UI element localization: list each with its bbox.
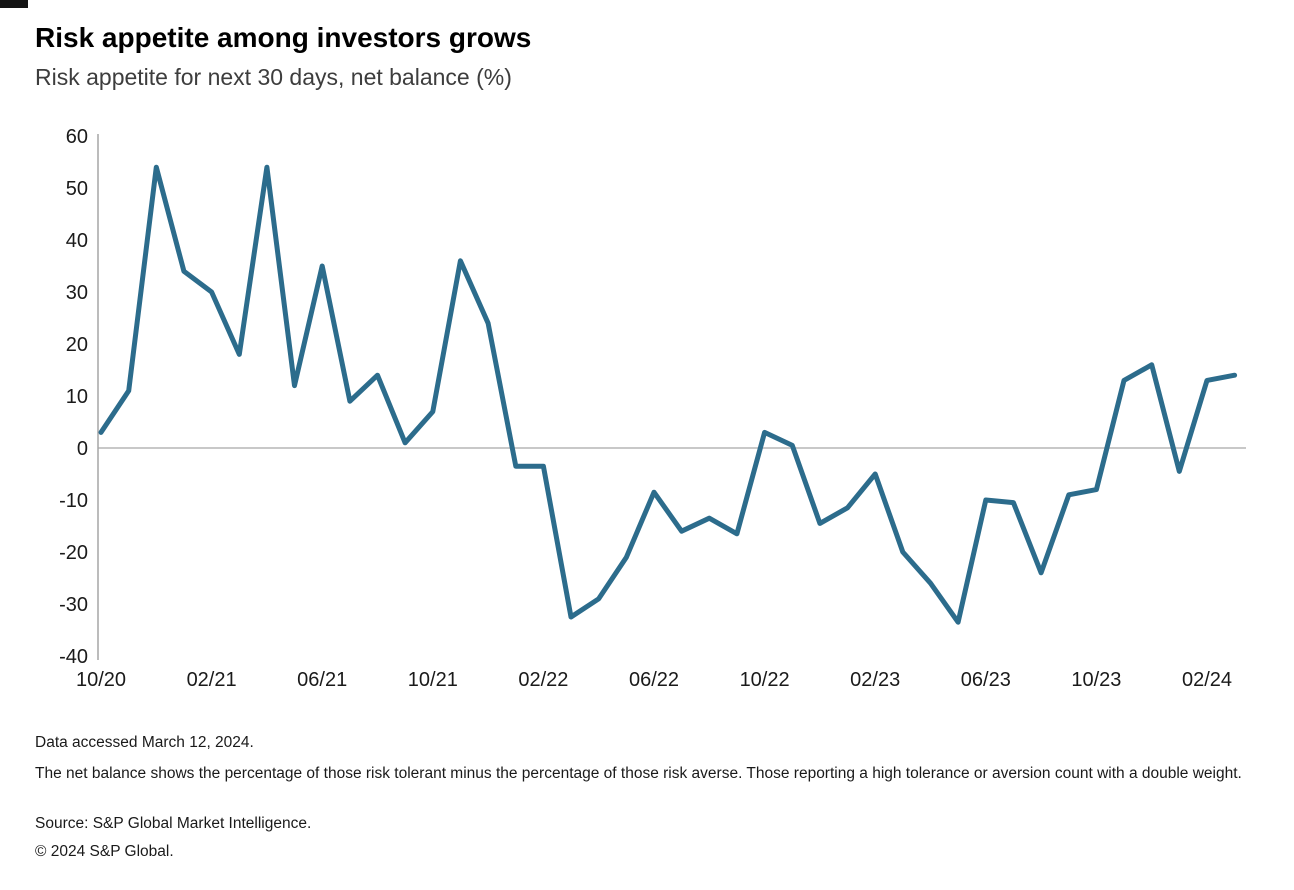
x-tick-label: 10/20 [76, 669, 126, 691]
x-tick-label: 02/24 [1182, 669, 1232, 691]
y-tick-label: 10 [66, 386, 88, 408]
y-tick-label: 30 [66, 282, 88, 304]
y-tick-label: 60 [66, 126, 88, 148]
x-tick-label: 06/22 [629, 669, 679, 691]
y-tick-label: -20 [59, 542, 88, 564]
y-tick-label: 50 [66, 178, 88, 200]
x-tick-label: 10/23 [1071, 669, 1121, 691]
y-tick-label: -40 [59, 646, 88, 668]
x-tick-label: 02/22 [518, 669, 568, 691]
chart-subtitle: Risk appetite for next 30 days, net bala… [35, 64, 512, 90]
chart-title: Risk appetite among investors grows [35, 22, 532, 53]
x-tick-label: 02/23 [850, 669, 900, 691]
x-tick-label: 06/23 [961, 669, 1011, 691]
y-tick-label: 0 [77, 438, 88, 460]
x-tick-label: 10/21 [408, 669, 458, 691]
x-tick-label: 10/22 [740, 669, 790, 691]
y-tick-label: -30 [59, 594, 88, 616]
data-line-risk-appetite [98, 164, 1238, 625]
y-tick-label: -10 [59, 490, 88, 512]
footnote-data-accessed: Data accessed March 12, 2024. [35, 734, 254, 751]
x-tick-label: 06/21 [297, 669, 347, 691]
footnote-copyright: © 2024 S&P Global. [35, 843, 174, 860]
y-tick-label: 40 [66, 230, 88, 252]
brand-mark [0, 0, 28, 8]
y-tick-label: 20 [66, 334, 88, 356]
x-tick-label: 02/21 [187, 669, 237, 691]
footnote-methodology: The net balance shows the percentage of … [35, 765, 1242, 782]
footnote-source: Source: S&P Global Market Intelligence. [35, 815, 312, 832]
